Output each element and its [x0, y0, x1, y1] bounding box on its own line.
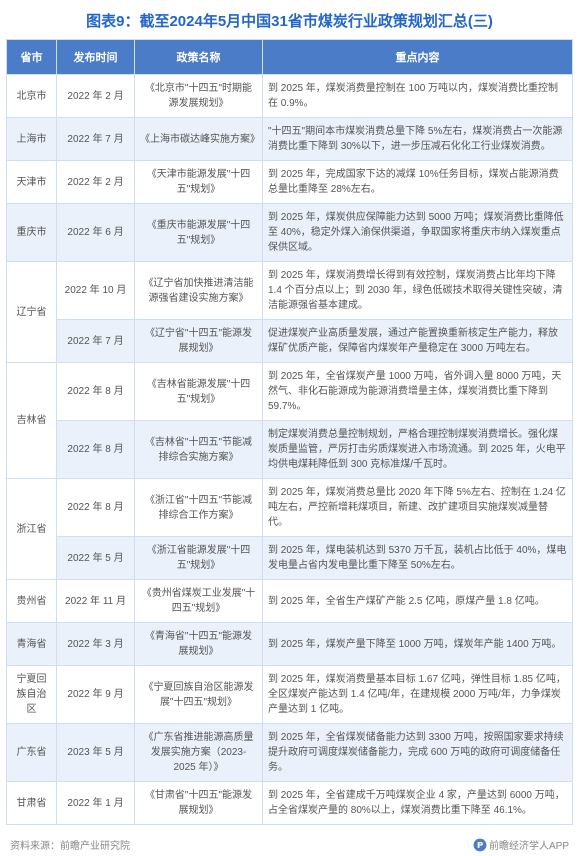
cell-province: 吉林省 — [7, 363, 57, 479]
cell-content: 到 2025 年，完成国家下达的减煤 10%任务目标，煤炭占能源消费总量比重降至… — [263, 161, 573, 204]
header-province: 省市 — [7, 40, 57, 75]
cell-policy: 《甘肃省"十四五"能源发展规划》 — [135, 782, 263, 825]
cell-content: "十四五"期间本市煤炭消费总量下降 5%左右，煤炭消费占一次能源消费比重下降到 … — [263, 118, 573, 161]
cell-province: 北京市 — [7, 75, 57, 118]
cell-content: 到 2025 年，煤电装机达到 5370 万千瓦，装机占比低于 40%，煤电发电… — [263, 537, 573, 580]
cell-date: 2022 年 8 月 — [57, 479, 135, 537]
cell-date: 2022 年 3 月 — [57, 623, 135, 666]
cell-policy: 《辽宁省加快推进清洁能源强省建设实施方案》 — [135, 262, 263, 320]
cell-date: 2022 年 10 月 — [57, 262, 135, 320]
cell-content: 到 2025 年，煤炭消费量基本目标 1.67 亿吨，弹性目标 1.85 亿吨，… — [263, 666, 573, 724]
table-row: 吉林省2022 年 8 月《吉林省能源发展"十四五"规划》到 2025 年，全省… — [7, 363, 573, 421]
cell-content: 到 2025 年，全省建成千万吨煤炭企业 4 家，产量达到 6000 万吨，占全… — [263, 782, 573, 825]
cell-date: 2022 年 11 月 — [57, 580, 135, 623]
cell-content: 到 2025 年，煤炭消费总量比 2020 年下降 5%左右、控制在 1.24 … — [263, 479, 573, 537]
cell-policy: 《重庆市能源发展"十四五"规划》 — [135, 204, 263, 262]
app-logo-icon — [473, 838, 487, 852]
cell-policy: 《广东省推进能源高质量发展实施方案（2023-2025 年）》 — [135, 724, 263, 782]
chart-title: 图表9：截至2024年5月中国31省市煤炭行业政策规划汇总(三) — [0, 0, 579, 39]
source-label: 资料来源：前瞻产业研究院 — [10, 837, 130, 852]
header-content: 重点内容 — [263, 40, 573, 75]
cell-content: 到 2025 年，全省生产煤矿产能 2.5 亿吨，原煤产量 1.8 亿吨。 — [263, 580, 573, 623]
cell-policy: 《北京市"十四五"时期能源发展规划》 — [135, 75, 263, 118]
cell-content: 制定煤炭消费总量控制规划，严格合理控制煤炭消费增长。强化煤炭质量监管，严厉打击劣… — [263, 421, 573, 479]
header-date: 发布时间 — [57, 40, 135, 75]
table-row: 宁夏回族自治区2022 年 9 月《宁夏回族自治区能源发展"十四五"规划》到 2… — [7, 666, 573, 724]
table-header-row: 省市 发布时间 政策名称 重点内容 — [7, 40, 573, 75]
cell-content: 到 2025 年，煤炭产量下降至 1000 万吨，煤炭年产能 1400 万吨。 — [263, 623, 573, 666]
cell-date: 2023 年 5 月 — [57, 724, 135, 782]
cell-province: 甘肃省 — [7, 782, 57, 825]
cell-province: 广东省 — [7, 724, 57, 782]
table-row: 广东省2023 年 5 月《广东省推进能源高质量发展实施方案（2023-2025… — [7, 724, 573, 782]
cell-content: 到 2025 年，煤炭消费增长得到有效控制，煤炭消费占比年均下降 1.4 个百分… — [263, 262, 573, 320]
cell-date: 2022 年 2 月 — [57, 161, 135, 204]
table-row: 甘肃省2022 年 1 月《甘肃省"十四五"能源发展规划》到 2025 年，全省… — [7, 782, 573, 825]
cell-content: 到 2025 年，全省煤炭产量 1000 万吨，省外调入量 8000 万吨，天然… — [263, 363, 573, 421]
cell-content: 到 2025 年，煤炭供应保障能力达到 5000 万吨；煤炭消费比重降低至 40… — [263, 204, 573, 262]
table-row: 2022 年 8 月《吉林省"十四五"节能减排综合实施方案》制定煤炭消费总量控制… — [7, 421, 573, 479]
cell-date: 2022 年 8 月 — [57, 421, 135, 479]
cell-content: 促进煤炭产业高质量发展，通过产能置换重新核定生产能力，释放煤矿优质产能，保障省内… — [263, 320, 573, 363]
table-row: 2022 年 5 月《浙江省能源发展"十四五"规划》到 2025 年，煤电装机达… — [7, 537, 573, 580]
table-row: 天津市2022 年 2 月《天津市能源发展"十四五"规划》到 2025 年，完成… — [7, 161, 573, 204]
cell-policy: 《青海省"十四五"能源发展规划》 — [135, 623, 263, 666]
cell-policy: 《天津市能源发展"十四五"规划》 — [135, 161, 263, 204]
cell-date: 2022 年 9 月 — [57, 666, 135, 724]
cell-policy: 《吉林省"十四五"节能减排综合实施方案》 — [135, 421, 263, 479]
cell-province: 天津市 — [7, 161, 57, 204]
cell-policy: 《辽宁省"十四五"能源发展规划》 — [135, 320, 263, 363]
cell-policy: 《上海市碳达峰实施方案》 — [135, 118, 263, 161]
table-row: 北京市2022 年 2 月《北京市"十四五"时期能源发展规划》到 2025 年，… — [7, 75, 573, 118]
cell-date: 2022 年 5 月 — [57, 537, 135, 580]
table-row: 辽宁省2022 年 10 月《辽宁省加快推进清洁能源强省建设实施方案》到 202… — [7, 262, 573, 320]
cell-policy: 《浙江省"十四五"节能减排综合工作方案》 — [135, 479, 263, 537]
footer-right: 前瞻经济学人APP — [473, 837, 569, 852]
table-row: 2022 年 7 月《辽宁省"十四五"能源发展规划》促进煤炭产业高质量发展，通过… — [7, 320, 573, 363]
cell-date: 2022 年 7 月 — [57, 320, 135, 363]
cell-province: 重庆市 — [7, 204, 57, 262]
cell-content: 到 2025 年，煤炭消费量控制在 100 万吨以内，煤炭消费比重控制在 0.9… — [263, 75, 573, 118]
cell-province: 青海省 — [7, 623, 57, 666]
table-row: 浙江省2022 年 8 月《浙江省"十四五"节能减排综合工作方案》到 2025 … — [7, 479, 573, 537]
cell-province: 辽宁省 — [7, 262, 57, 363]
cell-policy: 《宁夏回族自治区能源发展"十四五"规划》 — [135, 666, 263, 724]
cell-date: 2022 年 7 月 — [57, 118, 135, 161]
cell-date: 2022 年 1 月 — [57, 782, 135, 825]
cell-province: 浙江省 — [7, 479, 57, 580]
cell-province: 上海市 — [7, 118, 57, 161]
cell-date: 2022 年 8 月 — [57, 363, 135, 421]
cell-province: 宁夏回族自治区 — [7, 666, 57, 724]
policy-table-wrapper: 省市 发布时间 政策名称 重点内容 北京市2022 年 2 月《北京市"十四五"… — [0, 39, 579, 831]
table-row: 重庆市2022 年 6 月《重庆市能源发展"十四五"规划》到 2025 年，煤炭… — [7, 204, 573, 262]
header-policy: 政策名称 — [135, 40, 263, 75]
policy-table: 省市 发布时间 政策名称 重点内容 北京市2022 年 2 月《北京市"十四五"… — [6, 39, 573, 825]
app-label: 前瞻经济学人APP — [489, 837, 569, 852]
cell-policy: 《浙江省能源发展"十四五"规划》 — [135, 537, 263, 580]
table-row: 青海省2022 年 3 月《青海省"十四五"能源发展规划》到 2025 年，煤炭… — [7, 623, 573, 666]
table-row: 上海市2022 年 7 月《上海市碳达峰实施方案》"十四五"期间本市煤炭消费总量… — [7, 118, 573, 161]
cell-province: 贵州省 — [7, 580, 57, 623]
cell-date: 2022 年 6 月 — [57, 204, 135, 262]
cell-policy: 《贵州省煤炭工业发展"十四五"规划》 — [135, 580, 263, 623]
cell-date: 2022 年 2 月 — [57, 75, 135, 118]
cell-policy: 《吉林省能源发展"十四五"规划》 — [135, 363, 263, 421]
table-row: 贵州省2022 年 11 月《贵州省煤炭工业发展"十四五"规划》到 2025 年… — [7, 580, 573, 623]
cell-content: 到 2025 年，全省煤炭储备能力达到 3300 万吨，按照国家要求持续提升政府… — [263, 724, 573, 782]
footer: 资料来源：前瞻产业研究院 前瞻经济学人APP — [0, 831, 579, 856]
